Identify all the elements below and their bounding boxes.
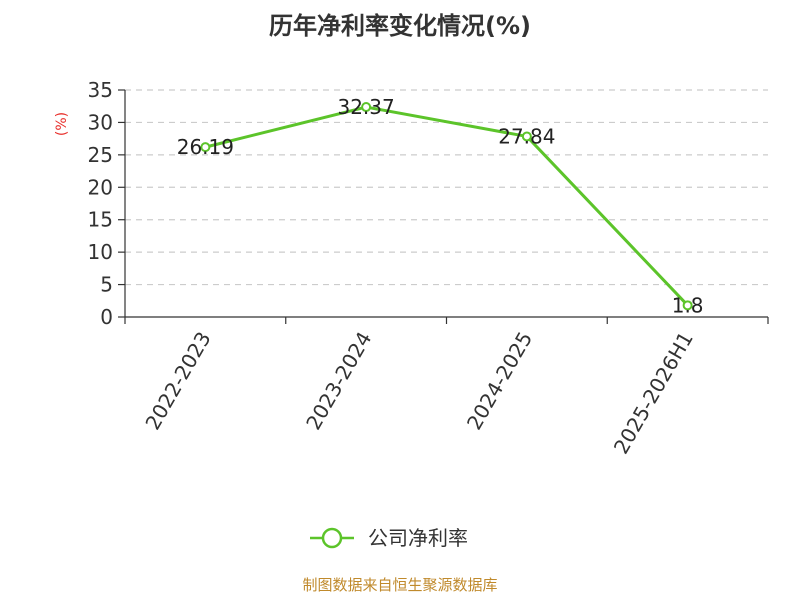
data-label: 1.8 <box>672 293 704 317</box>
legend-marker-icon <box>321 527 343 549</box>
chart-title: 历年净利率变化情况(%) <box>269 12 531 40</box>
y-tick-label: 35 <box>88 78 113 102</box>
data-label: 32.37 <box>337 95 394 119</box>
source-note: 制图数据来自恒生聚源数据库 <box>302 576 497 594</box>
x-tick-label: 2025-2026H1 <box>609 328 698 458</box>
x-tick-label: 2024-2025 <box>462 328 537 434</box>
x-axis: 2022-2023 2023-2024 2024-2025 2025-2026H1 <box>124 316 769 458</box>
data-point[interactable] <box>521 131 532 142</box>
data-point[interactable] <box>361 102 372 113</box>
legend[interactable]: 公司净利率 <box>310 526 468 550</box>
y-tick-label: 0 <box>100 305 113 329</box>
y-axis: 0 5 10 15 20 25 30 35 <box>88 78 126 329</box>
x-tick-label: 2023-2024 <box>301 328 376 434</box>
series: 26.19 32.37 27.84 1.8 <box>177 95 704 317</box>
grid <box>125 89 768 286</box>
series-line <box>205 105 689 307</box>
y-tick-label: 15 <box>88 208 113 232</box>
data-label: 27.84 <box>498 124 555 148</box>
data-point[interactable] <box>682 300 693 311</box>
y-tick-label: 10 <box>88 240 113 264</box>
legend-label: 公司净利率 <box>368 526 468 550</box>
x-tick-label: 2022-2023 <box>140 328 215 434</box>
y-tick-label: 25 <box>88 143 113 167</box>
y-tick-label: 30 <box>88 110 113 134</box>
y-axis-label: (%) <box>54 112 70 136</box>
y-tick-label: 20 <box>88 175 113 199</box>
data-point[interactable] <box>200 142 211 153</box>
data-label: 26.19 <box>177 135 234 159</box>
y-tick-label: 5 <box>100 273 113 297</box>
